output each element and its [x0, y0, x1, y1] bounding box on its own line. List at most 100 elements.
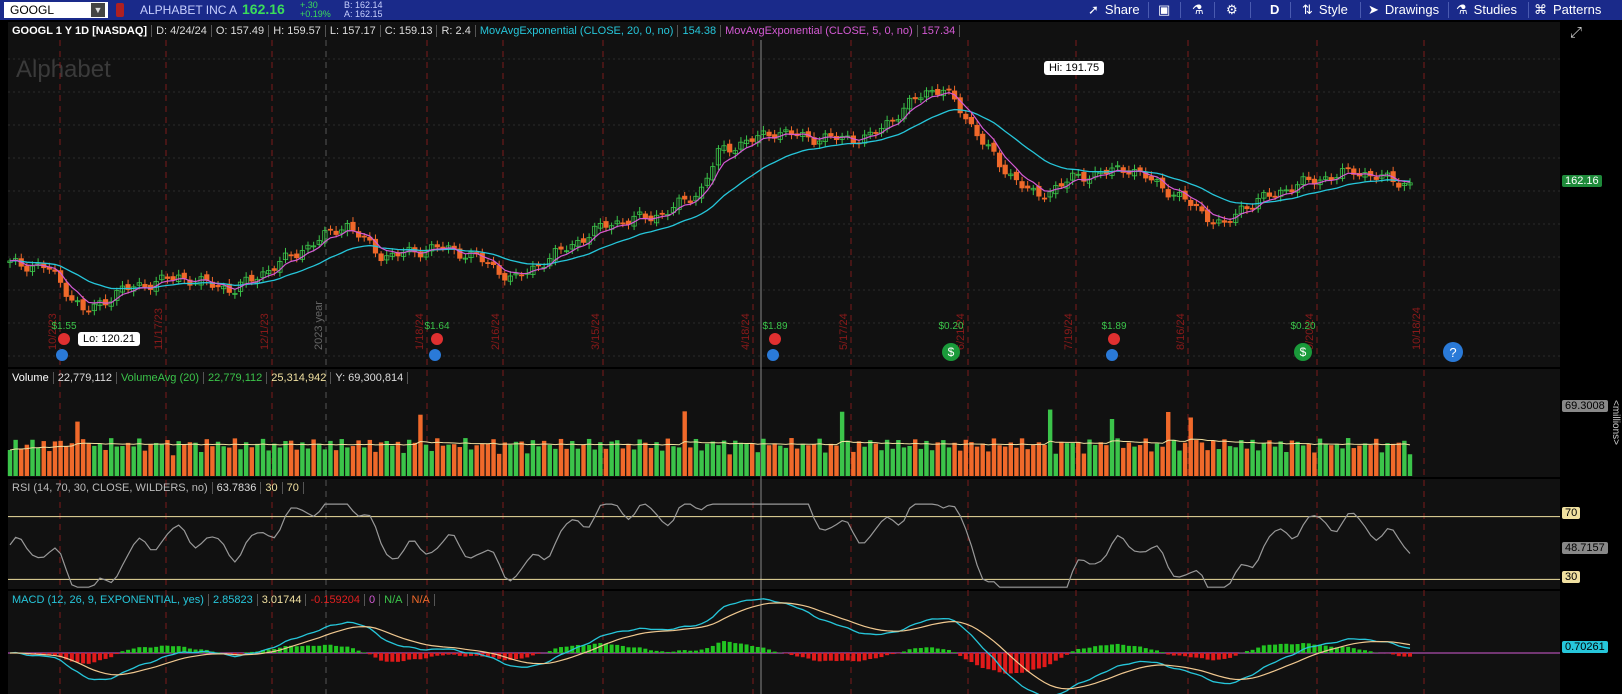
- volume-bar: [1098, 442, 1103, 476]
- rsi-header: RSI (14, 70, 30, CLOSE, WILDERS, no) 63.…: [8, 479, 304, 497]
- volume-bar: [322, 449, 328, 476]
- candle-body: [462, 257, 469, 260]
- macd-hist-bar: [750, 646, 755, 653]
- volume-bar: [1121, 447, 1126, 476]
- rsi-panel[interactable]: [8, 479, 1560, 589]
- candle-body: [271, 268, 277, 271]
- chart-settings-icon[interactable]: ▣: [1158, 2, 1171, 17]
- macd-hist-bar: [733, 643, 738, 653]
- candle-body: [1137, 167, 1143, 171]
- chevron-down-icon[interactable]: ▼: [91, 3, 105, 17]
- macd-hist-bar: [559, 647, 564, 653]
- volume-bar: [896, 440, 901, 476]
- macd-hist-bar: [1199, 653, 1204, 659]
- volume-bar: [1216, 449, 1222, 476]
- volume-label[interactable]: Volume: [8, 372, 54, 384]
- volume-bar: [395, 441, 401, 476]
- dividend-symbol: $: [948, 345, 955, 359]
- macd-hist-bar: [1402, 653, 1407, 657]
- candle-body: [361, 235, 367, 238]
- macd-hist-bar: [699, 649, 704, 653]
- question-icon: [1443, 342, 1463, 362]
- volume-tag: 69.3008: [1562, 400, 1608, 412]
- macd-diff: -0.159204: [306, 594, 366, 606]
- macd-hist-bar: [620, 645, 625, 653]
- macd-hist-bar: [1289, 644, 1294, 653]
- gear-icon[interactable]: ⚙: [1226, 2, 1238, 17]
- candle-body: [485, 262, 491, 264]
- time-frame-button[interactable]: D: [1270, 2, 1280, 17]
- macd-hist-bar: [879, 653, 884, 658]
- volume-bar: [603, 448, 609, 476]
- last-price-tag: 162.16: [1562, 175, 1602, 187]
- candle-body: [760, 130, 767, 135]
- volume-bar: [1239, 440, 1244, 476]
- volume-bar: [1019, 438, 1025, 476]
- macd-hist-bar: [677, 650, 682, 653]
- studies-button[interactable]: ⚗ Studies: [1456, 0, 1517, 20]
- candle-body: [1070, 172, 1076, 181]
- candle-body: [946, 88, 952, 91]
- macd-panel[interactable]: [8, 591, 1560, 694]
- volume-bar: [620, 448, 626, 476]
- ema20-label[interactable]: MovAvgExponential (CLOSE, 20, 0, no): [476, 25, 679, 37]
- price-panel[interactable]: [8, 22, 1560, 367]
- macd-hist-bar: [654, 650, 659, 653]
- candle-body: [817, 140, 823, 145]
- volume-bar: [986, 451, 991, 476]
- earnings-icon: [58, 333, 70, 345]
- macd-hist-bar: [581, 645, 586, 653]
- candle-body: [564, 250, 570, 253]
- macd-value: 2.85823: [209, 594, 258, 606]
- macd-hist-bar: [1014, 653, 1019, 674]
- candle-body: [738, 141, 744, 150]
- flask-icon[interactable]: ⚗: [1192, 2, 1204, 17]
- macd-hist-bar: [289, 645, 294, 653]
- volume-bar: [918, 448, 924, 476]
- macd-hist-bar: [575, 644, 580, 653]
- ema5-line: [9, 91, 1411, 304]
- drawings-button[interactable]: ➤ Drawings: [1368, 0, 1439, 20]
- volume-bar: [1368, 445, 1373, 476]
- macd-label[interactable]: MACD (12, 26, 9, EXPONENTIAL, yes): [8, 594, 209, 606]
- symbol-input[interactable]: GOOGL: [4, 2, 108, 18]
- macd-hist-bar: [485, 653, 490, 658]
- candle-body: [1041, 197, 1048, 200]
- candle-body: [164, 276, 171, 279]
- macd-hist-bar: [845, 653, 850, 661]
- volume-bar: [272, 443, 277, 476]
- macd-hist-bar: [930, 647, 935, 653]
- macd-hist-bar: [120, 651, 125, 653]
- ema5-label[interactable]: MovAvgExponential (CLOSE, 5, 0, no): [721, 25, 918, 37]
- expand-icon[interactable]: ⤢: [1570, 24, 1583, 41]
- volume-bar: [879, 450, 884, 476]
- candle-body: [676, 197, 682, 210]
- alert-flag-icon[interactable]: [116, 3, 124, 17]
- candle-body: [895, 119, 901, 122]
- macd-hist-bar: [767, 649, 772, 653]
- candle-body: [732, 150, 738, 154]
- candle-body: [1120, 167, 1126, 173]
- divider: [1290, 2, 1291, 18]
- price-axis[interactable]: [1560, 22, 1622, 694]
- candle-body: [69, 295, 75, 301]
- macd-hist-bar: [148, 647, 153, 653]
- style-button[interactable]: ⇅ Style: [1302, 0, 1348, 20]
- candle-body: [698, 186, 705, 199]
- patterns-button[interactable]: ⌘ Patterns: [1534, 0, 1601, 20]
- share-icon: ➚: [1088, 2, 1099, 17]
- macd-hist-bar: [514, 653, 519, 660]
- volume-bar: [839, 411, 845, 476]
- macd-hist-bar: [1301, 643, 1306, 653]
- candle-body: [828, 133, 834, 137]
- rsi-label[interactable]: RSI (14, 70, 30, CLOSE, WILDERS, no): [8, 482, 213, 494]
- macd-hist-bar: [761, 647, 766, 653]
- date-label: 8/16/24: [1175, 313, 1187, 350]
- volume-avg-label[interactable]: VolumeAvg (20): [117, 372, 205, 384]
- candle-body: [102, 299, 109, 306]
- volume-bar: [390, 445, 395, 476]
- volume-bar: [1323, 444, 1328, 476]
- share-button[interactable]: ➚ Share: [1088, 0, 1140, 20]
- style-label: Style: [1318, 2, 1348, 17]
